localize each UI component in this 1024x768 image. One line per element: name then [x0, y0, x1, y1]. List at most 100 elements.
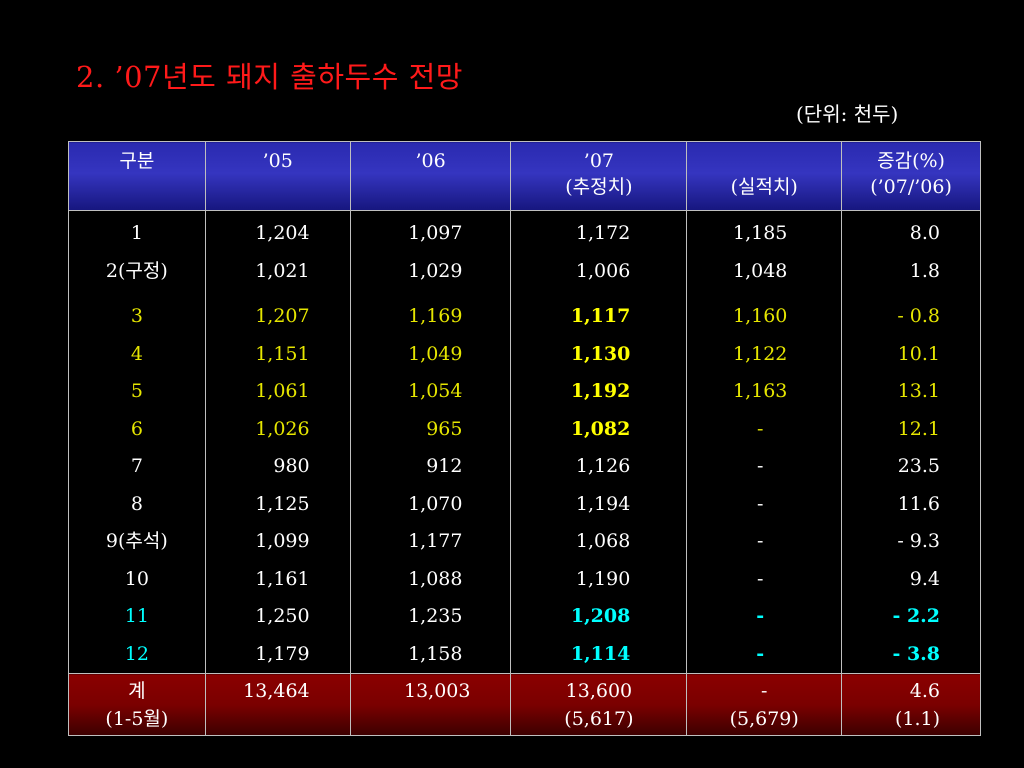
shipment-table: 구분 ’05 ’06 ’07 (추정치) (실적치) 증감(%) (’07/’0…	[68, 141, 981, 736]
cell-change: 1.8	[841, 252, 981, 290]
table-row: 10 1,161 1,088 1,190-9.4	[68, 560, 981, 598]
unit-label: (단위: 천두)	[796, 102, 899, 126]
cell-2006: 1,235	[349, 598, 512, 636]
cell-2005: 1,250	[204, 598, 351, 636]
table-row: 4 1,151 1,049 1,130 1,122 10.1	[68, 335, 981, 373]
cell-change: 12.1	[841, 410, 981, 448]
table-row: 11 1,250 1,235 1,208- - 2.2	[68, 598, 981, 636]
cell-change: - 0.8	[841, 298, 981, 336]
table-row: 12 1,179 1,158 1,114- - 3.8	[68, 635, 981, 674]
spacer-cell	[841, 290, 981, 298]
table-row: 3 1,207 1,169 1,117 1,160- 0.8	[68, 298, 981, 336]
cell-2007: 1,192	[510, 373, 688, 411]
cell-2007: 1,068	[510, 523, 688, 561]
row-label: 5	[68, 373, 206, 411]
cell-2007: 1,117	[510, 298, 688, 336]
cell-2007: 1,082	[510, 410, 688, 448]
cell-2007: 1,114	[510, 635, 688, 674]
cell-2005: 1,061	[204, 373, 351, 411]
cell-2005: 1,021	[204, 252, 351, 290]
total-2007: 13,600 (5,617)	[510, 673, 688, 736]
cell-actual: -	[686, 523, 843, 561]
cell-change: 23.5	[841, 448, 981, 486]
cell-2006: 1,097	[349, 210, 512, 253]
cell-2006: 1,088	[349, 560, 512, 598]
table-row: 2(구정) 1,021 1,029 1,006 1,048 1.8	[68, 252, 981, 290]
header-change: 증감(%) (’07/’06)	[841, 141, 981, 211]
row-label: 10	[68, 560, 206, 598]
header-2006: ’06	[349, 141, 512, 211]
cell-change: 11.6	[841, 485, 981, 523]
cell-2005: 1,026	[204, 410, 351, 448]
spacer-cell	[686, 290, 843, 298]
cell-2007: 1,130	[510, 335, 688, 373]
table-row: 8 1,125 1,070 1,194-11.6	[68, 485, 981, 523]
table-row: 6 1,026 965 1,082-12.1	[68, 410, 981, 448]
cell-actual: 1,048	[686, 252, 843, 290]
cell-2007: 1,190	[510, 560, 688, 598]
cell-2005: 1,204	[204, 210, 351, 253]
cell-change: 10.1	[841, 335, 981, 373]
row-label: 2(구정)	[68, 252, 206, 290]
cell-actual: 1,185	[686, 210, 843, 253]
cell-actual: 1,160	[686, 298, 843, 336]
page-title: 2. ’07년도 돼지 출하두수 전망	[76, 60, 463, 94]
row-label: 1	[68, 210, 206, 253]
cell-2007: 1,194	[510, 485, 688, 523]
table-row: 7 980 912 1,126-23.5	[68, 448, 981, 486]
row-label: 3	[68, 298, 206, 336]
row-label: 4	[68, 335, 206, 373]
cell-actual: -	[686, 560, 843, 598]
cell-actual: -	[686, 635, 843, 674]
cell-2006: 965	[349, 410, 512, 448]
table-row: 1 1,204 1,097 1,172 1,185 8.0	[68, 210, 981, 253]
spacer-cell	[349, 290, 512, 298]
cell-change: 9.4	[841, 560, 981, 598]
cell-change: 8.0	[841, 210, 981, 253]
row-label: 7	[68, 448, 206, 486]
cell-2005: 1,125	[204, 485, 351, 523]
row-label: 12	[68, 635, 206, 674]
cell-2005: 1,099	[204, 523, 351, 561]
spacer-cell	[204, 290, 351, 298]
total-label: 계 (1-5월)	[68, 673, 206, 736]
spacer-cell	[510, 290, 688, 298]
total-2006: 13,003	[349, 673, 512, 736]
cell-actual: -	[686, 448, 843, 486]
cell-actual: -	[686, 410, 843, 448]
cell-2005: 1,207	[204, 298, 351, 336]
row-spacer	[68, 290, 981, 298]
table-footer: 계 (1-5월) 13,464 13,003 13,600 (5,617) - …	[68, 673, 981, 736]
cell-actual: -	[686, 485, 843, 523]
cell-change: - 3.8	[841, 635, 981, 674]
cell-2006: 1,029	[349, 252, 512, 290]
spacer-cell	[68, 290, 206, 298]
table-row: 5 1,061 1,054 1,192 1,163 13.1	[68, 373, 981, 411]
cell-2006: 1,049	[349, 335, 512, 373]
cell-actual: -	[686, 598, 843, 636]
cell-2005: 1,161	[204, 560, 351, 598]
cell-2006: 1,070	[349, 485, 512, 523]
header-actual: (실적치)	[686, 141, 843, 211]
table-row: 9(추석) 1,099 1,177 1,068- - 9.3	[68, 523, 981, 561]
table-body: 1 1,204 1,097 1,172 1,185 8.0 2(구정) 1,021 1,029 1…	[68, 210, 981, 674]
cell-change: 13.1	[841, 373, 981, 411]
cell-2005: 1,179	[204, 635, 351, 674]
row-label: 9(추석)	[68, 523, 206, 561]
table-header: 구분 ’05 ’06 ’07 (추정치) (실적치) 증감(%) (’07/’0…	[68, 141, 981, 211]
header-category: 구분	[68, 141, 206, 211]
header-2007-estimate: ’07 (추정치)	[510, 141, 688, 211]
cell-change: - 2.2	[841, 598, 981, 636]
cell-actual: 1,163	[686, 373, 843, 411]
row-label: 6	[68, 410, 206, 448]
cell-2007: 1,172	[510, 210, 688, 253]
row-label: 11	[68, 598, 206, 636]
cell-2007: 1,126	[510, 448, 688, 486]
cell-2006: 1,158	[349, 635, 512, 674]
cell-change: - 9.3	[841, 523, 981, 561]
cell-2006: 912	[349, 448, 512, 486]
total-change: 4.6 (1.1)	[841, 673, 981, 736]
cell-2006: 1,169	[349, 298, 512, 336]
cell-2005: 1,151	[204, 335, 351, 373]
cell-2007: 1,208	[510, 598, 688, 636]
